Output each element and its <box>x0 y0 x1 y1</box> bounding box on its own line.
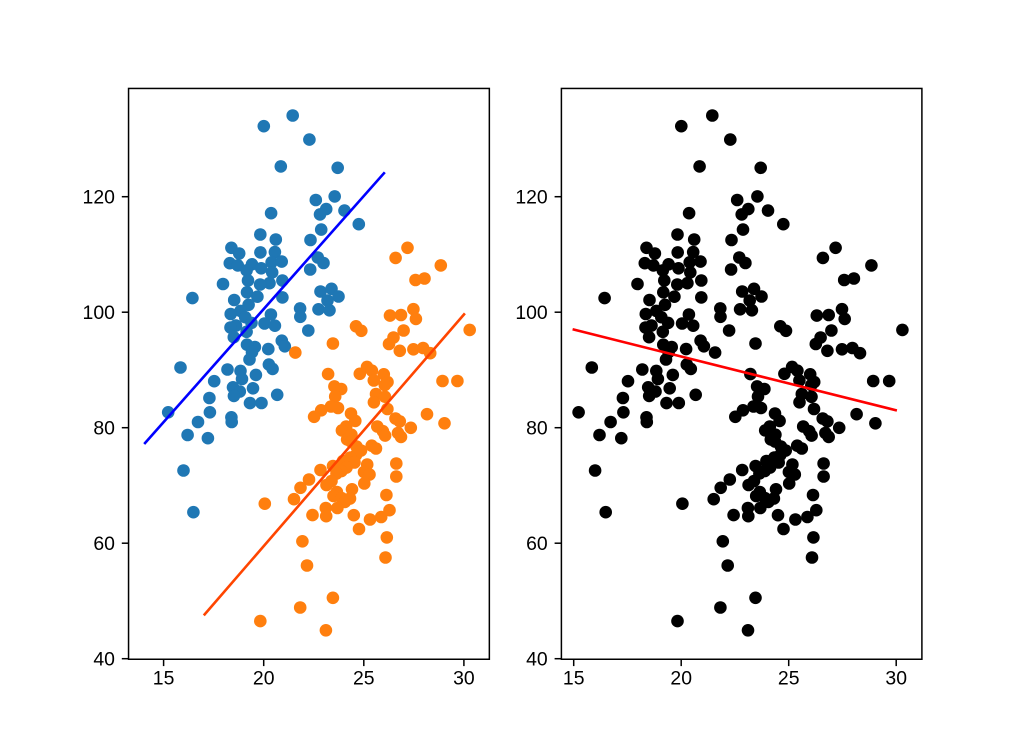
svg-text:30: 30 <box>453 668 475 690</box>
svg-text:40: 40 <box>526 649 548 671</box>
svg-text:40: 40 <box>93 649 115 671</box>
svg-text:15: 15 <box>153 668 175 690</box>
svg-text:25: 25 <box>353 668 375 690</box>
svg-text:80: 80 <box>93 418 115 440</box>
svg-text:100: 100 <box>83 302 116 324</box>
svg-text:60: 60 <box>93 533 115 555</box>
svg-text:120: 120 <box>515 187 548 209</box>
svg-text:25: 25 <box>778 668 800 690</box>
svg-text:80: 80 <box>526 418 548 440</box>
svg-text:100: 100 <box>515 302 548 324</box>
svg-text:60: 60 <box>526 533 548 555</box>
svg-text:15: 15 <box>563 668 585 690</box>
svg-text:30: 30 <box>885 668 907 690</box>
svg-text:20: 20 <box>670 668 692 690</box>
svg-text:120: 120 <box>83 187 116 209</box>
svg-text:20: 20 <box>253 668 275 690</box>
